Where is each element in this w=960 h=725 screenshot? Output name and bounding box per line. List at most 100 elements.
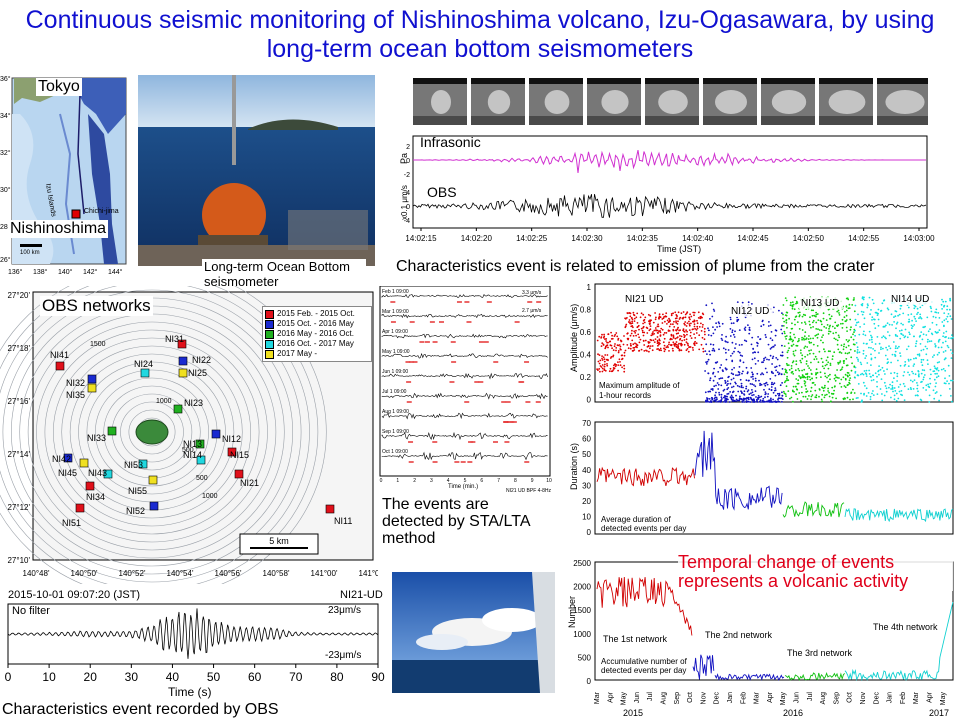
amp-point	[929, 368, 932, 371]
amp-point	[745, 401, 748, 403]
amp-point	[824, 394, 826, 397]
number-chart: Number 2500 2000 1500 1000 500 0 The 1st netwo…	[555, 556, 960, 720]
amp-point	[824, 350, 826, 353]
amp-point	[902, 374, 905, 377]
amp-point	[652, 339, 655, 342]
amp-point	[768, 388, 771, 391]
amp-point	[774, 400, 777, 403]
station-label: NI33	[87, 433, 106, 443]
trace-x-tick: 5	[464, 478, 467, 484]
amp-point	[603, 335, 606, 338]
lon-tick: 140°58'	[263, 569, 290, 578]
amp-point	[806, 398, 809, 400]
amp-point	[767, 393, 770, 395]
amp-point	[815, 396, 818, 399]
amp-point	[792, 400, 794, 403]
amp-point	[718, 325, 721, 328]
amp-point	[745, 340, 748, 343]
amp-point	[851, 304, 854, 306]
amp-point	[605, 340, 607, 342]
amp-point	[840, 344, 843, 347]
amp-point	[937, 331, 939, 334]
amp-point	[693, 314, 695, 317]
amp-point	[741, 400, 744, 403]
amp-point	[825, 393, 828, 396]
amp-point	[931, 321, 934, 324]
amp-point	[899, 337, 902, 340]
amp-point	[951, 334, 953, 336]
amp-point	[849, 348, 852, 351]
amp-point	[646, 332, 649, 334]
amp-point	[898, 390, 901, 393]
amp-point	[923, 369, 926, 372]
amp-point	[913, 379, 916, 381]
waveform-caption: Characteristics event recorded by OBS	[2, 701, 279, 718]
amp-y-tick: 0.4	[580, 351, 592, 360]
amp-point	[746, 390, 749, 393]
amp-point	[672, 312, 674, 315]
amp-point	[611, 337, 614, 340]
station-marker	[178, 368, 188, 378]
amp-point	[634, 332, 637, 334]
amp-point	[841, 327, 844, 329]
amp-point	[935, 376, 938, 379]
amp-point	[714, 328, 716, 331]
amp-point	[766, 395, 769, 398]
amp-point	[806, 354, 809, 356]
amp-point	[774, 344, 776, 346]
amp-point	[854, 366, 857, 369]
amp-point	[844, 310, 846, 313]
amp-point	[617, 351, 620, 354]
amp-point	[872, 394, 875, 396]
amp-point	[941, 321, 944, 323]
amp-point	[735, 343, 737, 345]
amp-point	[792, 353, 795, 355]
filter-label: No filter	[12, 605, 50, 617]
amp-point	[756, 372, 759, 375]
network-label: The 2nd network	[705, 630, 773, 640]
amp-point	[853, 365, 856, 368]
station-label: NI12	[222, 434, 241, 444]
amp-point	[934, 372, 937, 375]
month-tick: Dec	[873, 692, 880, 705]
station-label: NI25	[188, 368, 207, 378]
amp-point	[805, 388, 808, 390]
amp-point	[801, 357, 804, 360]
amp-point	[929, 377, 931, 380]
amp-point	[791, 301, 794, 303]
amp-point	[820, 339, 822, 342]
amp-point	[809, 369, 812, 371]
amp-point	[849, 398, 851, 401]
amp-point	[907, 371, 909, 374]
amp-point	[670, 314, 673, 317]
amp-point	[944, 377, 946, 380]
amp-point	[736, 399, 739, 402]
amp-point	[786, 377, 788, 380]
amp-point	[829, 330, 832, 333]
amp-point	[949, 299, 951, 301]
amp-point	[702, 350, 705, 353]
amp-point	[940, 303, 943, 306]
amp-point	[662, 333, 665, 336]
amp-point	[685, 329, 687, 332]
month-tick: Oct	[847, 692, 854, 703]
amp-point	[781, 382, 783, 384]
amp-point	[690, 337, 693, 339]
amp-point	[730, 398, 733, 401]
amp-point	[930, 307, 932, 310]
amp-point	[673, 326, 676, 328]
station-marker	[148, 475, 158, 485]
amp-point	[709, 318, 711, 320]
amp-point	[821, 386, 823, 389]
amp-point	[718, 377, 721, 380]
station-label: NI31	[165, 334, 184, 344]
time-tick: 14:02:55	[848, 234, 880, 243]
amp-point	[729, 391, 731, 393]
amp-point	[921, 338, 924, 341]
amp-point	[689, 346, 692, 348]
amp-point	[817, 333, 820, 336]
amp-point	[853, 297, 855, 299]
amp-point	[771, 363, 773, 365]
amp-point	[711, 349, 714, 352]
amp-point	[675, 332, 678, 335]
